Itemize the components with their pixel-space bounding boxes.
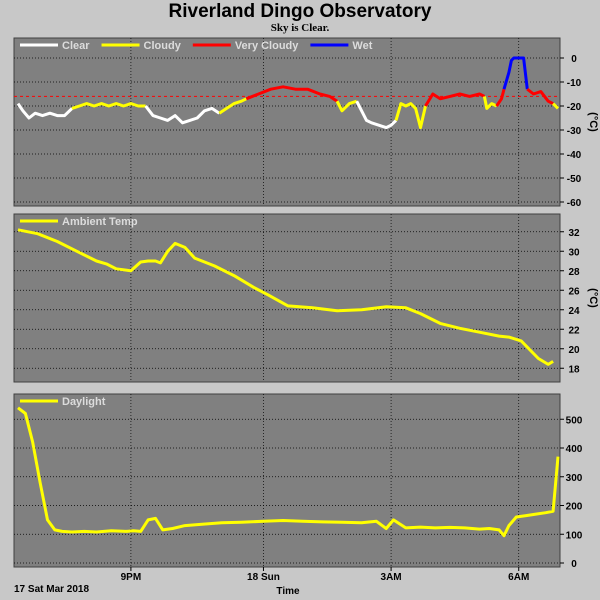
legend-entry: Clear	[62, 40, 90, 52]
date-label: 17 Sat Mar 2018	[14, 584, 89, 595]
y-tick-label: 300	[566, 473, 583, 484]
x-axis-title: Time	[276, 586, 300, 597]
x-tick-label: 9PM	[121, 572, 142, 583]
y-tick-label: 0	[571, 559, 577, 570]
daylight-panel: 500 400 300 200 100 0 Daylight	[13, 393, 583, 570]
legend-entry: Cloudy	[144, 40, 182, 52]
y-tick-label: 32	[568, 228, 580, 239]
sky-series-segment	[335, 99, 358, 113]
sky-series-segment	[526, 88, 554, 105]
sky-series-segment	[482, 96, 498, 110]
sky-series-segment	[71, 102, 146, 110]
x-axis: 9PM 18 Sun 3AM 6AM	[121, 567, 529, 583]
legend-entry: Very Cloudy	[235, 40, 299, 52]
plot-background	[13, 213, 561, 383]
legend-entry: Wet	[352, 40, 372, 52]
y-tick-label: 18	[568, 364, 580, 375]
y-tick-label: 20	[568, 345, 580, 356]
y-tick-label: 0	[571, 54, 577, 65]
sky-series-segment	[495, 88, 506, 107]
y-tick-label: 26	[568, 286, 580, 297]
y-tick-label: 100	[566, 530, 583, 541]
sky-series-segment	[355, 100, 398, 130]
sky-series-segment	[552, 102, 560, 110]
sky-series-segment	[424, 92, 486, 107]
y-axis-unit: (°C)	[587, 288, 599, 308]
y-tick-label: 22	[568, 325, 580, 336]
series-line	[17, 406, 560, 538]
plot-background	[13, 37, 561, 207]
y-tick-label: -40	[567, 150, 582, 161]
y-tick-label: 500	[566, 415, 583, 426]
sky-series-segment	[16, 102, 74, 120]
sky-series-segment	[245, 85, 338, 103]
y-tick-label: -10	[567, 78, 582, 89]
y-tick-label: -60	[567, 198, 582, 209]
y-tick-label: 24	[568, 306, 580, 317]
y-tick-label: 28	[568, 267, 580, 278]
x-tick-label: 18 Sun	[247, 572, 280, 583]
legend-entry: Ambient Temp	[62, 216, 138, 228]
ambient-temp-panel: 32 30 28 26 24 22 20 18 (°C) Ambient Temp	[13, 213, 599, 383]
x-tick-label: 3AM	[381, 572, 402, 583]
y-axis-unit: (°C)	[587, 112, 599, 132]
sky-series-segment	[394, 102, 427, 130]
sky-temperature-panel: 0 -10 -20 -30 -40 -50 -60 (°C) Clear Cloudy Very C…	[13, 37, 599, 209]
sky-series-segment	[218, 97, 247, 115]
y-tick-label: -30	[567, 126, 582, 137]
series-line	[17, 228, 554, 366]
y-tick-label: 30	[568, 247, 580, 258]
legend-entry: Daylight	[62, 396, 106, 408]
sky-status: Sky is Clear.	[270, 22, 330, 34]
y-tick-label: -50	[567, 174, 582, 185]
sky-series-segment	[144, 105, 221, 125]
y-tick-label: 400	[566, 444, 583, 455]
y-tick-label: -20	[567, 102, 582, 113]
chart-title: Riverland Dingo Observatory	[168, 1, 432, 22]
sky-series-segment	[502, 56, 529, 90]
y-tick-label: 200	[566, 502, 583, 513]
plot-background	[13, 393, 561, 568]
x-tick-label: 6AM	[508, 572, 529, 583]
